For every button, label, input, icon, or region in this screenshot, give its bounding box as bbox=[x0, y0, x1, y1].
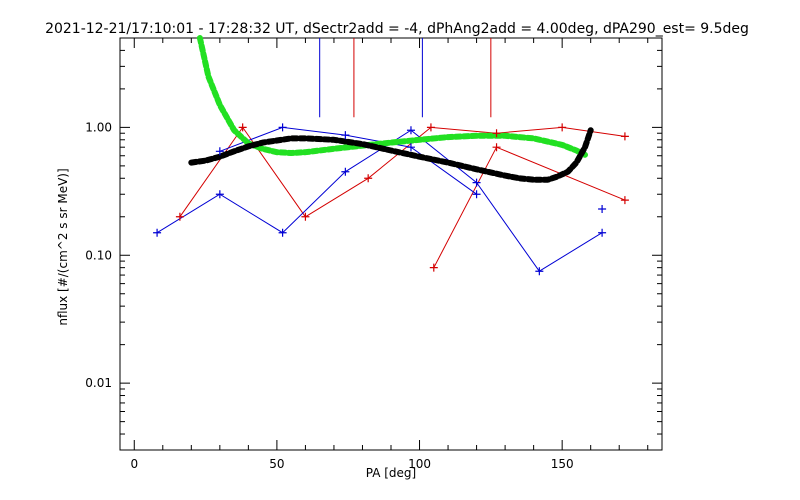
axis-ticks bbox=[120, 38, 662, 450]
red-plus-marker bbox=[426, 123, 435, 132]
blue-plus-marker bbox=[278, 228, 287, 237]
blue-plus-marker bbox=[472, 190, 481, 199]
y-tick-label: 0.01 bbox=[85, 376, 112, 390]
red-plus-marker bbox=[175, 212, 184, 221]
x-tick-label: 150 bbox=[551, 457, 574, 471]
red-plus-marker bbox=[558, 123, 567, 132]
red-plus-marker bbox=[492, 129, 501, 138]
x-tick-label: 50 bbox=[269, 457, 284, 471]
axis-tick-labels: 0 50 100 150 0.01 0.10 1.00 bbox=[85, 120, 573, 471]
red-plus-marker bbox=[620, 196, 629, 205]
x-tick-label: 100 bbox=[408, 457, 431, 471]
plot-frame bbox=[119, 37, 663, 451]
blue-plus-marker bbox=[472, 178, 481, 187]
y-tick-label: 1.00 bbox=[85, 120, 112, 134]
blue-plus-marker bbox=[278, 123, 287, 132]
data-series bbox=[156, 35, 626, 272]
chart-title: 2021-12-21/17:10:01 - 17:28:32 UT, dSect… bbox=[45, 21, 749, 37]
blue-plus-marker bbox=[406, 143, 415, 152]
blue-plus-marker bbox=[341, 167, 350, 176]
x-tick-label: 0 bbox=[130, 457, 138, 471]
red-plus-marker bbox=[492, 143, 501, 152]
red-plus-marker bbox=[301, 212, 310, 221]
red-plus-marker bbox=[364, 174, 373, 183]
red-plus-marker bbox=[620, 132, 629, 141]
red-plus-marker bbox=[429, 263, 438, 272]
x-axis-label: PA [deg] bbox=[366, 466, 416, 480]
blue-plus-marker bbox=[341, 131, 350, 140]
y-axis-label: nflux [#/(cm^2 s sr MeV)] bbox=[56, 168, 70, 325]
blue-plus-marker bbox=[598, 205, 607, 214]
blue-plus-marker bbox=[598, 228, 607, 237]
black-model-curve bbox=[188, 127, 594, 183]
blue-plus-marker bbox=[153, 228, 162, 237]
blue-plus-marker bbox=[406, 126, 415, 135]
red-plus-marker bbox=[238, 123, 247, 132]
blue-plus-marker bbox=[535, 267, 544, 276]
blue-series-line bbox=[156, 129, 603, 272]
blue-plus-marker bbox=[215, 147, 224, 156]
blue-plus-marker bbox=[215, 190, 224, 199]
green-model-curve bbox=[196, 35, 588, 158]
y-tick-label: 0.10 bbox=[85, 248, 112, 262]
data-markers bbox=[153, 123, 629, 276]
vertical-markers bbox=[319, 38, 492, 118]
